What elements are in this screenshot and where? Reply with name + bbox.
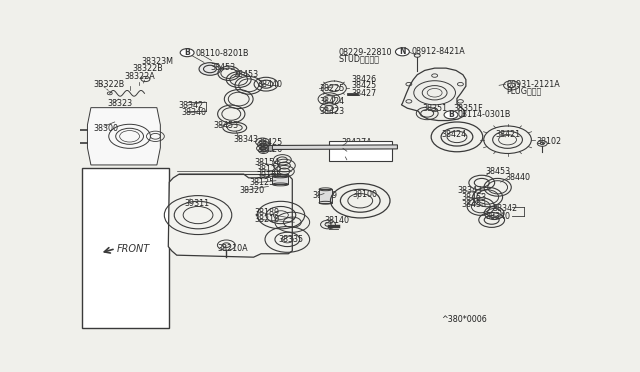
Text: B: B <box>184 48 190 57</box>
Text: PLUGプラグ: PLUGプラグ <box>507 86 542 95</box>
Text: 38453: 38453 <box>210 63 235 72</box>
Text: 38453: 38453 <box>462 200 487 209</box>
Text: 00931-2121A: 00931-2121A <box>507 80 560 89</box>
Text: 38322A: 38322A <box>125 72 156 81</box>
Polygon shape <box>273 145 397 150</box>
Text: 38453: 38453 <box>462 193 487 202</box>
Text: 38453: 38453 <box>486 167 511 176</box>
Text: 38100: 38100 <box>353 190 378 199</box>
Text: FRONT: FRONT <box>116 244 150 254</box>
Polygon shape <box>88 108 161 165</box>
FancyBboxPatch shape <box>83 168 169 328</box>
Text: B: B <box>448 110 454 119</box>
Text: 38210: 38210 <box>255 215 280 224</box>
Text: 08114-0301B: 08114-0301B <box>458 110 511 119</box>
Text: 08110-8201B: 08110-8201B <box>195 49 248 58</box>
Text: 38322B: 38322B <box>132 64 163 74</box>
Text: 08229-22810: 08229-22810 <box>339 48 392 57</box>
Text: 38423: 38423 <box>319 107 344 116</box>
Text: STUDスタッド: STUDスタッド <box>339 54 380 64</box>
Text: 38225: 38225 <box>342 147 367 156</box>
Circle shape <box>396 48 410 56</box>
Text: 38427A: 38427A <box>342 138 372 147</box>
Text: 38424: 38424 <box>441 129 466 138</box>
Text: 38343: 38343 <box>457 186 482 195</box>
Text: 38426: 38426 <box>352 74 377 83</box>
Text: 38342: 38342 <box>493 204 518 213</box>
Text: 38425: 38425 <box>352 81 377 90</box>
Text: 38210A: 38210A <box>218 244 248 253</box>
Text: 38421: 38421 <box>495 129 521 138</box>
Text: 38323: 38323 <box>108 99 132 108</box>
Text: 38323M: 38323M <box>141 57 173 66</box>
Circle shape <box>444 111 458 119</box>
Polygon shape <box>261 145 273 151</box>
Text: 38300: 38300 <box>94 124 119 133</box>
FancyBboxPatch shape <box>329 141 392 161</box>
Polygon shape <box>168 174 292 257</box>
Text: 38120: 38120 <box>256 165 281 174</box>
Text: 38154: 38154 <box>255 158 280 167</box>
Text: 38426: 38426 <box>257 145 283 154</box>
Circle shape <box>199 63 221 75</box>
Text: 38125: 38125 <box>250 178 275 187</box>
Text: 38453: 38453 <box>234 70 259 79</box>
Polygon shape <box>273 176 288 185</box>
Polygon shape <box>319 189 332 203</box>
Text: 38351: 38351 <box>422 104 447 113</box>
Text: 38342: 38342 <box>178 101 204 110</box>
Text: 38320: 38320 <box>240 186 265 195</box>
Text: 38427: 38427 <box>352 89 377 99</box>
Text: 38453: 38453 <box>214 121 239 130</box>
Text: 38425: 38425 <box>257 138 283 147</box>
Text: 38440: 38440 <box>506 173 531 182</box>
Text: 38423: 38423 <box>342 155 367 164</box>
Text: 38189: 38189 <box>255 208 280 217</box>
Text: 08912-8421A: 08912-8421A <box>412 47 465 56</box>
Text: N: N <box>399 47 406 56</box>
Text: 39165: 39165 <box>256 171 282 180</box>
Text: 39311: 39311 <box>184 199 209 208</box>
Text: 38351F: 38351F <box>453 104 483 113</box>
Text: 38440: 38440 <box>257 80 283 89</box>
Text: 38424: 38424 <box>319 97 344 106</box>
Text: 3B322B: 3B322B <box>94 80 125 89</box>
Text: 38340: 38340 <box>182 108 207 117</box>
Text: 38140: 38140 <box>324 216 349 225</box>
Text: 38343: 38343 <box>234 135 259 144</box>
Text: 38335: 38335 <box>278 235 303 244</box>
Polygon shape <box>401 68 466 121</box>
Text: 38169: 38169 <box>312 191 337 201</box>
Circle shape <box>180 49 194 57</box>
Text: ^380*0006: ^380*0006 <box>441 315 487 324</box>
Text: 38225: 38225 <box>319 84 344 93</box>
Text: 38340: 38340 <box>486 212 511 221</box>
Text: 38102: 38102 <box>536 137 561 146</box>
